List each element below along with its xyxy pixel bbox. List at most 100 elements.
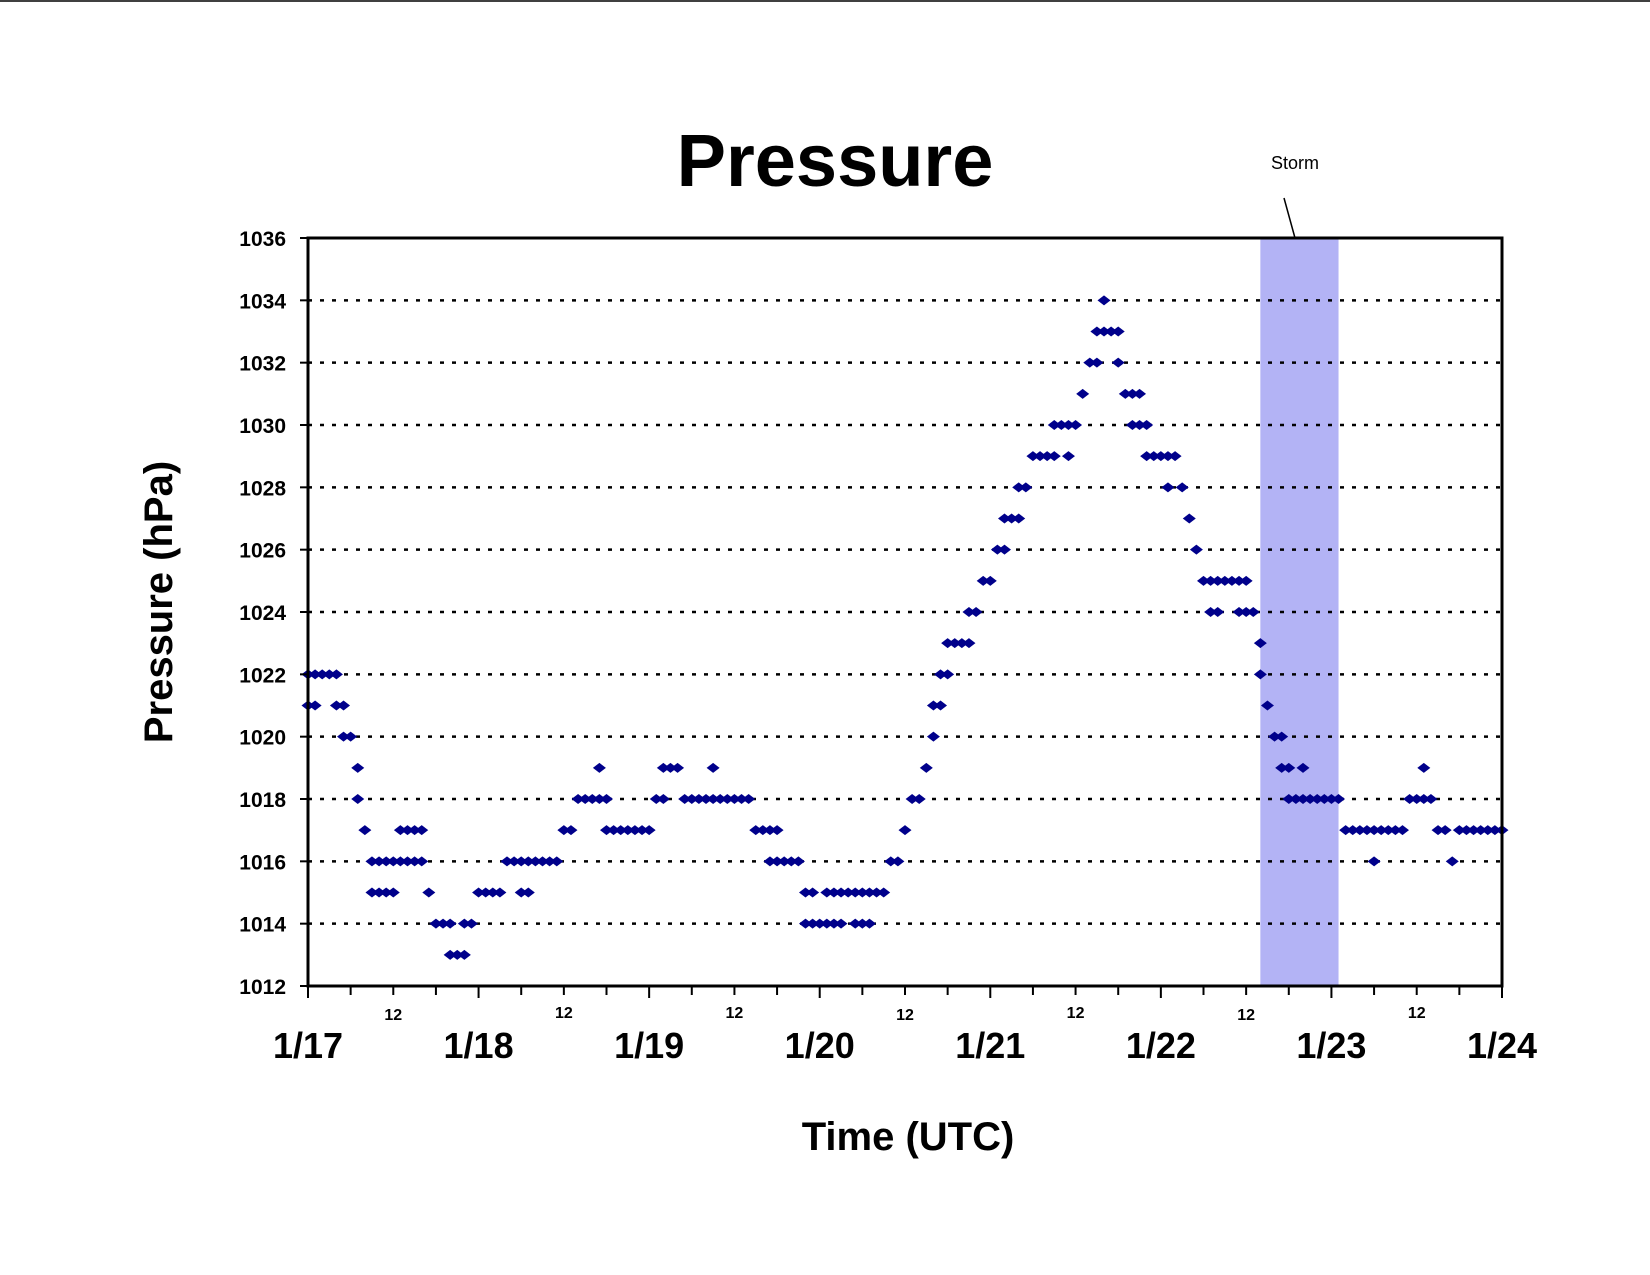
data-point bbox=[443, 918, 457, 929]
x-tick-label-day: 1/23 bbox=[1296, 1025, 1366, 1066]
data-point bbox=[365, 856, 379, 867]
data-point bbox=[401, 825, 414, 836]
x-tick-label-hour: 12 bbox=[896, 1007, 914, 1024]
data-point bbox=[450, 949, 464, 960]
data-point bbox=[1481, 825, 1495, 836]
x-tick-label-hour: 12 bbox=[1067, 1005, 1085, 1022]
data-point bbox=[1268, 731, 1282, 742]
data-point bbox=[621, 825, 635, 836]
data-point bbox=[393, 856, 407, 867]
data-point bbox=[656, 794, 670, 804]
data-point bbox=[1111, 326, 1125, 337]
data-point bbox=[749, 825, 763, 836]
data-point bbox=[742, 794, 756, 804]
x-tick-label-hour: 12 bbox=[1408, 1005, 1426, 1022]
data-point bbox=[941, 669, 955, 680]
data-point bbox=[656, 762, 670, 773]
y-tick-label: 1020 bbox=[239, 727, 286, 750]
data-point bbox=[905, 794, 919, 804]
data-point bbox=[337, 700, 351, 711]
data-point bbox=[827, 887, 841, 898]
data-point bbox=[550, 856, 564, 867]
data-point bbox=[983, 575, 997, 586]
y-axis: 1012 1014 1016 1018 1020 1022 1024 1026 1028 1030… bbox=[239, 228, 308, 999]
data-point bbox=[1211, 607, 1225, 617]
data-point bbox=[862, 887, 876, 898]
data-point bbox=[1061, 451, 1075, 462]
data-point bbox=[386, 856, 400, 867]
data-point bbox=[848, 887, 862, 898]
data-point bbox=[998, 513, 1011, 524]
x-tick-label-day: 1/18 bbox=[444, 1025, 514, 1066]
data-point bbox=[443, 949, 457, 960]
data-point bbox=[1204, 607, 1218, 617]
data-point bbox=[1225, 575, 1239, 586]
x-tick-label-day: 1/19 bbox=[614, 1025, 684, 1066]
data-point bbox=[472, 887, 486, 898]
data-point bbox=[408, 825, 422, 836]
data-point bbox=[1061, 420, 1075, 430]
data-point bbox=[1047, 451, 1061, 462]
data-point bbox=[877, 887, 891, 898]
data-point bbox=[735, 794, 749, 804]
data-points bbox=[301, 295, 1509, 960]
data-point bbox=[1253, 669, 1267, 680]
data-point bbox=[799, 887, 812, 898]
data-point bbox=[770, 856, 784, 867]
x-tick-label-hour: 12 bbox=[384, 1007, 402, 1024]
data-point bbox=[1317, 794, 1331, 804]
data-point bbox=[1296, 794, 1310, 804]
data-point bbox=[1182, 513, 1196, 524]
x-tick-label-hour: 12 bbox=[726, 1005, 744, 1022]
x-tick-label-hour: 12 bbox=[1237, 1007, 1255, 1024]
data-point bbox=[642, 825, 656, 836]
data-point bbox=[521, 887, 535, 898]
data-point bbox=[436, 918, 450, 929]
data-point bbox=[401, 856, 414, 867]
data-point bbox=[1275, 762, 1289, 773]
data-point bbox=[934, 669, 948, 680]
data-point bbox=[1332, 794, 1346, 804]
data-point bbox=[1367, 825, 1381, 836]
data-point bbox=[1076, 388, 1090, 399]
data-point bbox=[1161, 451, 1175, 462]
data-point bbox=[528, 856, 542, 867]
data-point bbox=[848, 918, 862, 929]
data-point bbox=[329, 700, 343, 711]
data-point bbox=[379, 856, 393, 867]
data-point bbox=[855, 887, 869, 898]
data-point bbox=[351, 762, 365, 773]
data-point bbox=[834, 918, 848, 929]
data-point bbox=[1147, 451, 1161, 462]
data-point bbox=[557, 825, 571, 836]
data-point bbox=[1360, 825, 1374, 836]
y-tick-label: 1024 bbox=[239, 602, 286, 625]
data-point bbox=[990, 544, 1004, 555]
data-point bbox=[1125, 388, 1139, 399]
data-point bbox=[1040, 451, 1054, 462]
data-point bbox=[585, 794, 599, 804]
data-point bbox=[1275, 731, 1289, 742]
data-point bbox=[614, 825, 628, 836]
chart-title: Pressure bbox=[677, 119, 994, 202]
data-point bbox=[1133, 420, 1147, 430]
data-point bbox=[1296, 762, 1310, 773]
data-point bbox=[756, 825, 770, 836]
data-point bbox=[1161, 482, 1175, 493]
y-tick-label: 1036 bbox=[239, 228, 286, 251]
data-point bbox=[1445, 856, 1459, 867]
data-point bbox=[422, 887, 436, 898]
storm-band bbox=[1260, 238, 1339, 986]
data-point bbox=[1417, 762, 1431, 773]
data-point bbox=[1410, 794, 1424, 804]
data-point bbox=[699, 794, 713, 804]
x-tick-label-day: 1/22 bbox=[1126, 1025, 1196, 1066]
data-point bbox=[1388, 825, 1402, 836]
data-point bbox=[1218, 575, 1232, 586]
data-point bbox=[1111, 357, 1125, 368]
y-tick-label: 1032 bbox=[239, 353, 286, 376]
data-point bbox=[536, 856, 550, 867]
data-point bbox=[855, 918, 869, 929]
data-point bbox=[1005, 513, 1019, 524]
